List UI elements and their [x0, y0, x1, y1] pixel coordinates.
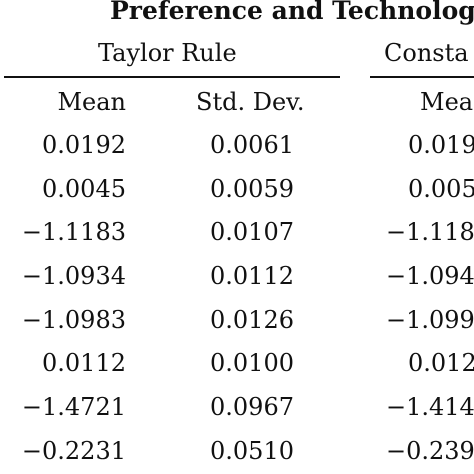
table-cell-constant-mean: 0.005 — [408, 175, 474, 203]
table-cell-mean: 0.0112 — [42, 349, 126, 377]
table-cell-std-dev: 0.0967 — [210, 393, 294, 421]
table-cell-std-dev: 0.0107 — [210, 218, 294, 246]
table-cell-mean: −0.2231 — [21, 437, 126, 465]
table-cell-std-dev: 0.0510 — [210, 437, 294, 465]
group-rule-constant — [370, 76, 474, 78]
table-cell-constant-mean: −1.099 — [386, 306, 474, 334]
table-title: Preference and Technology — [110, 0, 474, 25]
group-constant: Consta — [384, 39, 469, 67]
table-cell-constant-mean: 0.012 — [408, 349, 474, 377]
table-cell-mean: 0.0192 — [42, 131, 126, 159]
table-cell-constant-mean: 0.019 — [408, 131, 474, 159]
table-cell-std-dev: 0.0100 — [210, 349, 294, 377]
table-cell-mean: −1.1183 — [21, 218, 126, 246]
table-cell-constant-mean: −1.414 — [386, 393, 474, 421]
table-cell-constant-mean: −1.094 — [386, 262, 474, 290]
table-cell-mean: −1.4721 — [21, 393, 126, 421]
table-cell-mean: −1.0934 — [21, 262, 126, 290]
header-std-dev: Std. Dev. — [196, 88, 305, 116]
header-constant-mean: Mea — [420, 88, 474, 116]
group-taylor-rule: Taylor Rule — [98, 39, 237, 67]
table-cell-std-dev: 0.0126 — [210, 306, 294, 334]
table-cell-std-dev: 0.0112 — [210, 262, 294, 290]
table-cell-mean: −1.0983 — [21, 306, 126, 334]
table-cell-std-dev: 0.0059 — [210, 175, 294, 203]
table-cell-constant-mean: −1.118 — [386, 218, 474, 246]
table-cell-std-dev: 0.0061 — [210, 131, 294, 159]
header-mean: Mean — [57, 88, 126, 116]
group-rule-taylor — [4, 76, 340, 78]
table-cell-mean: 0.0045 — [42, 175, 126, 203]
table-cell-constant-mean: −0.239 — [386, 437, 474, 465]
